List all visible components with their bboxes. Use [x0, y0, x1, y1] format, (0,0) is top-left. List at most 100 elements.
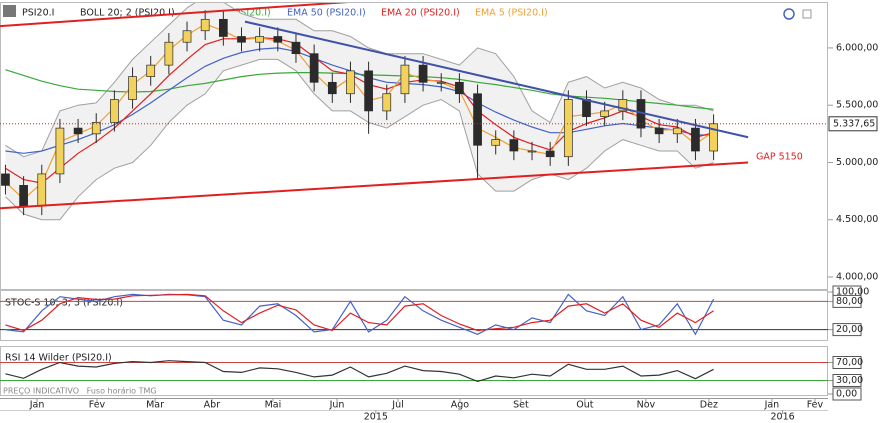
candle-body	[418, 64, 428, 83]
panel-1	[0, 293, 828, 336]
x-tick-label: Jan	[764, 400, 780, 411]
stoch-frame	[0, 290, 828, 341]
y-tick-label: 20,00	[836, 324, 863, 335]
candle-body	[37, 173, 47, 207]
x-tick-label: Ago	[451, 400, 470, 411]
y-tick-box	[832, 356, 862, 369]
x-tick-label: Dez	[700, 400, 718, 411]
candle-body	[545, 150, 555, 158]
band-upper	[5, 3, 714, 158]
series-line	[4, 23, 714, 200]
y-tick-label: 4.500,00	[836, 214, 878, 225]
y-tick-label: 30,00	[836, 375, 863, 386]
y-tick-box	[832, 374, 862, 387]
main-frame	[0, 2, 828, 290]
candle-body	[273, 36, 283, 43]
window-icon[interactable]	[802, 9, 812, 19]
symbol-icon[interactable]	[3, 5, 16, 17]
candle-body	[473, 93, 482, 146]
y-tick-label: 80,00	[836, 296, 863, 307]
x-tick-label: Mai	[265, 400, 282, 411]
series-line	[5, 360, 714, 383]
x-tick-label: Out	[576, 400, 593, 411]
candle-body	[291, 41, 301, 55]
panel-0	[0, 3, 828, 221]
y-tick-label: 5.000,00	[836, 157, 878, 168]
candle-body	[600, 110, 610, 118]
y-tick-label: 6.000,00	[836, 42, 878, 53]
candle-body	[164, 41, 174, 66]
candle-body	[436, 81, 446, 84]
candle-body	[182, 30, 192, 43]
x-tick-label: Jul	[391, 400, 403, 411]
candle-body	[491, 139, 501, 146]
y-tick-label: 0,00	[836, 389, 857, 400]
price-marker-box	[828, 116, 878, 132]
x-tick-label: Set	[513, 400, 529, 411]
candle-body	[400, 64, 410, 95]
candle-body	[582, 99, 591, 118]
x-tick-label: Nov	[637, 400, 656, 411]
price-marker-label: 5.337,65	[833, 118, 875, 129]
candle-body	[563, 99, 573, 158]
candle-body	[709, 123, 718, 152]
candle-body	[55, 127, 65, 175]
trendline	[0, 161, 749, 210]
candle-body	[218, 18, 228, 37]
x-tick-label: Fev	[89, 400, 106, 411]
legend-entry: PSI20.I	[22, 8, 54, 19]
panel-2	[0, 360, 828, 383]
clock-icon[interactable]	[783, 8, 795, 20]
series-line	[5, 36, 714, 184]
rsi-title: RSI 14 Wilder (PSI20.I)	[5, 353, 112, 364]
candle-body	[110, 99, 119, 123]
candle-body	[91, 122, 101, 135]
legend-entry: EMA 5 (PSI20.I)	[475, 8, 548, 19]
y-tick-label: 70,00	[836, 357, 863, 368]
candle-body	[200, 18, 210, 32]
legend-entry: EMA 50 (PSI20.I)	[287, 8, 366, 19]
y-tick-box	[832, 323, 862, 337]
candle-body	[237, 36, 246, 43]
candle-body	[672, 127, 682, 135]
series-line	[5, 293, 714, 332]
candle-body	[327, 81, 337, 95]
rsi-frame	[0, 346, 828, 396]
candle-body	[509, 139, 519, 152]
y-tick-box	[832, 294, 862, 308]
footer: PREÇO INDICATIVO Fuso horário TMG	[3, 387, 157, 396]
candle-body	[73, 127, 83, 135]
candle-body	[455, 81, 464, 95]
band-fill	[5, 3, 714, 220]
year-label: 2016	[771, 412, 795, 423]
legend-entry: BOLL 20; 2 (PSI20.I)	[80, 8, 175, 19]
y-tick-box	[832, 387, 862, 401]
year-label: 2015	[364, 412, 388, 423]
candle-body	[19, 185, 28, 207]
legend-entry: EMA 20 (PSI20.I)	[381, 8, 460, 19]
candle-body	[1, 173, 10, 186]
x-tick-label: Mar	[146, 400, 164, 411]
candle-body	[255, 36, 265, 43]
candle-body	[309, 53, 319, 83]
candle-body	[128, 76, 137, 100]
x-tick-label: Abr	[204, 400, 221, 411]
x-tick-label: Jun	[329, 400, 345, 411]
candle-body	[618, 99, 628, 112]
y-tick-label: 4.000,00	[836, 271, 878, 282]
candle-body	[654, 127, 664, 135]
x-tick-label: Jan	[29, 400, 45, 411]
candle-body	[346, 70, 355, 95]
candle-body	[527, 150, 537, 153]
candle-body	[364, 70, 373, 112]
series-line	[5, 293, 715, 336]
band-lower	[5, 58, 714, 221]
annotation: GAP 5150	[756, 152, 803, 163]
candle-body	[146, 64, 156, 77]
candle-body	[382, 93, 392, 112]
trendline	[0, 3, 349, 28]
x-tick-label: Fev	[807, 400, 824, 411]
y-tick-label: 5.500,00	[836, 100, 878, 111]
